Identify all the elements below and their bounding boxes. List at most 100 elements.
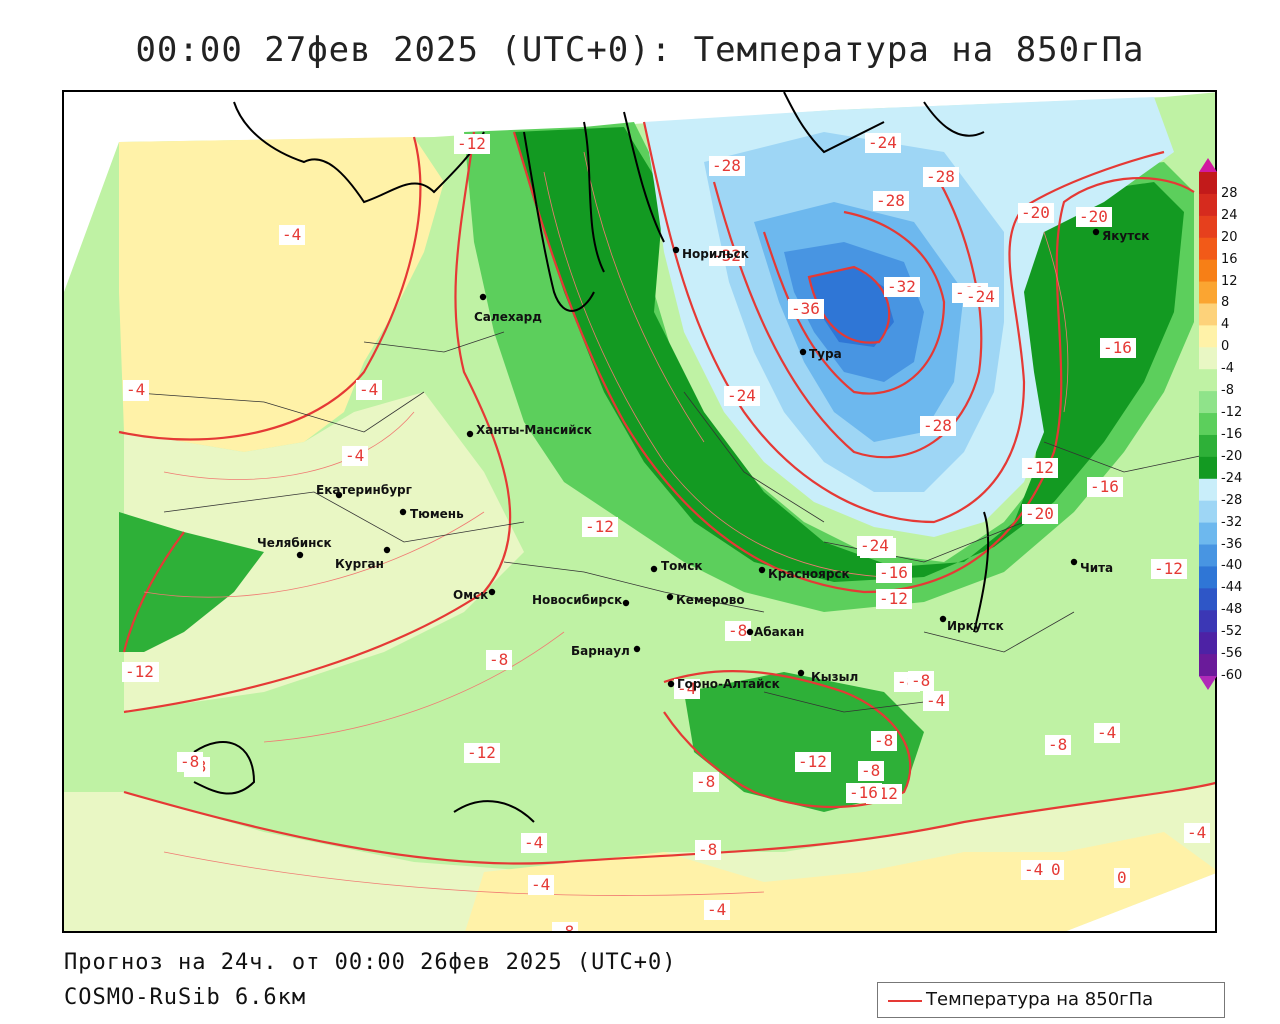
colorbar-segment [1199,610,1217,633]
isotherm-label-bg [709,156,745,176]
colorbar-segment [1199,566,1217,589]
isotherm-label-bg [858,761,884,781]
colorbar-tick-label: 4 [1221,317,1230,333]
isotherm-label: -12 [467,743,496,762]
isotherm-label-bg [920,416,956,436]
isotherm-label: -8 [1048,735,1067,754]
isotherm-label: -8 [911,671,930,690]
city-label: Новосибирск [532,593,622,607]
isotherm-label: -12 [585,517,614,536]
isotherm-label: -24 [727,386,756,405]
colorbar-segment [1199,588,1217,611]
isotherm-label-bg [695,840,721,860]
colorbar-tick-label: -40 [1221,558,1243,574]
isotherm-label: -4 [531,875,550,894]
colorbar-tick-label: 0 [1221,339,1230,355]
isotherm-label-bg [582,517,618,537]
colorbar-segment [1199,303,1217,326]
isotherm-label: -16 [1090,477,1119,496]
isotherm-label: -4 [1187,823,1206,842]
city-label: Красноярск [768,567,850,581]
colorbar-tick-label: -4 [1221,361,1234,377]
isotherm-label: -4 [524,833,543,852]
isotherm-label-bg [873,191,909,211]
colorbar-tick-label: 28 [1221,185,1238,201]
isotherm-label-bg [725,621,751,641]
isotherm-label: -28 [712,156,741,175]
city-label: Абакан [754,625,804,639]
isotherm-label-bg [356,380,382,400]
city-label: Томск [661,559,703,573]
colorbar-segment [1199,478,1217,502]
isotherm-label: -36 [791,299,820,318]
colorbar-segment [1199,347,1217,370]
isotherm-label: -16 [1103,338,1132,357]
isotherm-label: -4 [126,380,145,399]
isotherm-label-bg [528,875,554,895]
isotherm-label: -4 [345,446,364,465]
isotherm-label-bg [1022,504,1058,524]
west-darkgreen [119,512,264,652]
isotherm-label: -20 [1079,207,1108,226]
isotherm-label-bg [1151,559,1187,579]
city-dot [466,430,474,438]
colorbar-segment [1199,193,1217,217]
isotherm-label: -16 [879,563,908,582]
colorbar-tick-label: -24 [1221,470,1243,486]
city-dot [758,566,766,574]
city-label: Барнаул [571,644,630,658]
light-green-west [124,392,524,712]
isotherm-label: -8 [728,621,747,640]
city-label: Якутск [1102,229,1149,243]
temperature-colorbar [1199,158,1217,690]
city-dot [650,565,658,573]
isotherm-label-bg [923,691,949,711]
colorbar-tick-label: -32 [1221,514,1243,530]
colorbar-segment [1199,654,1217,677]
isotherm-label-bg [693,772,719,792]
isotherm-label: -4 [1024,860,1043,879]
isotherm-label: 0 [1051,860,1061,879]
map-frame: -12 -4 -4 -4 -4 -4 -16 -8 -12 -8 -8 -12 -20 -28 -32 -36… [62,90,1217,933]
city-dot [479,293,487,301]
city-label: Кемерово [676,593,745,607]
city-dot [666,593,674,601]
isotherm-label-bg [123,380,149,400]
city-dot [667,680,675,688]
isotherm-label-bg [122,662,158,682]
isotherm-label-bg [724,386,760,406]
isotherm-label: -28 [923,416,952,435]
isotherm-label-bg [1045,735,1071,755]
isotherm-label-bg [454,134,490,154]
city-dot [296,551,304,559]
colorbar-tick-label: -60 [1221,668,1243,683]
colorbar-tick-label: -36 [1221,536,1243,552]
isotherm-label-bg [1114,868,1130,888]
isotherm-label: -20 [1025,504,1054,523]
isotherm-label: -4 [282,225,301,244]
city-dot [488,588,496,596]
city-dot [1070,558,1078,566]
city-dot [383,546,391,554]
colorbar-segment [1199,215,1217,239]
isotherm-label: -16 [849,783,878,802]
isotherm-label: -8 [180,752,199,771]
colorbar-tick-label: 16 [1221,251,1238,267]
isotherm-label-bg [865,133,901,153]
colorbar-segment [1199,325,1217,348]
isotherm-label: -12 [457,134,486,153]
colorbar-segment [1199,259,1217,283]
isotherm-label: -4 [707,900,726,919]
isotherm-label-bg [464,743,500,763]
colorbar-segment [1199,632,1217,655]
isotherm-label-bg [788,299,824,319]
city-label: Ханты-Мансийск [476,423,592,437]
city-label: Тура [809,347,842,361]
isotherm-label-bg [884,277,920,297]
colorbar-tick-label: -20 [1221,448,1243,464]
colorbar-segment [1199,500,1217,524]
colorbar-segment [1199,237,1217,261]
isotherm-label: -4 [677,679,696,698]
isotherm-label-bg [1021,860,1047,880]
isotherm-label-bg [1048,860,1064,880]
